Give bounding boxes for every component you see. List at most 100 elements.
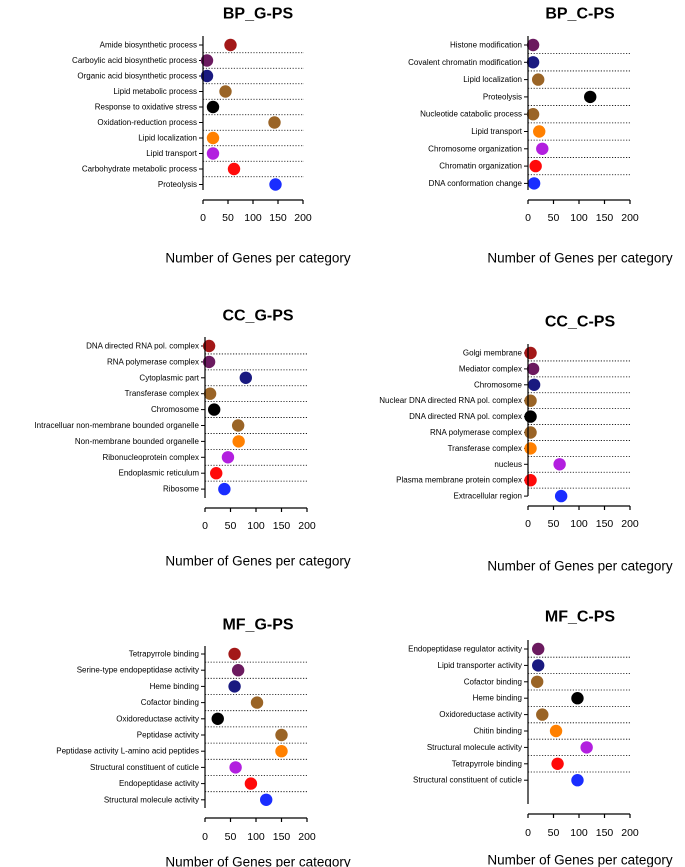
category-label: Chitin binding [474,727,522,736]
category-label: Proteolysis [158,180,197,189]
data-point [200,69,214,83]
data-point [268,116,281,129]
data-point [231,664,245,677]
x-tick-label: 150 [269,212,287,224]
x-tick-label: 50 [225,520,237,532]
chart-panel-3: CC_G-PS DNA directed RNA pol. complex RNA … [34,308,350,569]
category-label: Cofactor binding [464,677,522,686]
category-label: Endopeptidase activity [119,779,199,788]
category-label: Chromatin organization [439,162,522,171]
data-point [275,745,288,758]
category-label: Heme binding [150,682,199,691]
data-point [524,442,537,455]
x-tick-label: 50 [225,831,237,843]
data-point [221,451,235,464]
x-tick-label: 100 [570,212,588,224]
data-point [526,56,540,69]
category-label: Organic acid biosynthetic process [77,72,197,81]
data-point [218,482,231,496]
category-label: Nuclear DNA directed RNA pol. complex [379,396,522,405]
category-label: Histone modification [450,41,522,50]
data-point [527,378,541,391]
category-label: Nucleotide catabolic process [420,110,522,119]
data-point [229,761,242,774]
x-tick-label: 200 [294,212,312,224]
category-label: Cytoplasmic part [139,373,199,382]
data-point [584,90,597,104]
category-label: Endopeptidase regulator activity [408,645,522,654]
x-tick-label: 150 [596,212,614,224]
category-label: nucleus [494,460,522,469]
category-label: Lipid transport [146,149,197,158]
category-label: Transferase complex [448,444,522,453]
category-label: Peptidase activity L-amino acid peptides [56,747,199,756]
data-point [232,435,245,448]
x-axis-label: Number of Genes per category [165,554,351,569]
category-label: Oxidoreductase activity [439,710,522,719]
category-label: Intracelluar non-membrane bounded organe… [34,421,199,430]
data-point [260,793,273,806]
data-point [200,54,214,67]
chart-title: MF_C-PS [545,609,616,626]
category-label: Tetrapyrrole binding [129,650,199,659]
category-label: Structural constituent of cuticle [90,763,199,772]
data-point [532,73,545,86]
category-label: Extracellular region [454,492,522,501]
category-label: Proteolysis [483,92,522,101]
category-label: Tetrapyrrole binding [452,759,522,768]
category-label: Chromosome [151,405,200,414]
x-tick-label: 50 [548,827,560,839]
data-point [228,680,241,693]
x-tick-label: 50 [548,518,560,530]
x-tick-label: 100 [570,827,588,839]
category-label: Lipid localization [138,134,197,143]
data-point [275,728,288,742]
data-point [533,125,546,138]
category-label: Peptidase activity [137,731,199,740]
x-tick-label: 100 [570,518,588,530]
category-label: Ribosome [163,485,200,494]
category-label: Mediator complex [459,364,522,373]
x-tick-label: 0 [525,212,531,224]
chart-panel-6: MF_C-PS Endopeptidase regulator activity L… [408,609,673,867]
category-label: Carboylic acid biosynthetic process [72,56,197,65]
x-tick-label: 100 [247,831,265,843]
data-point [250,696,264,709]
data-point [536,708,549,721]
category-label: RNA polymerase complex [107,357,199,366]
data-point [529,159,542,173]
x-tick-label: 100 [244,212,262,224]
data-point [206,147,220,160]
x-axis-label: Number of Genes per category [165,855,351,867]
x-tick-label: 50 [222,212,234,224]
x-tick-label: 200 [621,212,639,224]
data-point [228,647,241,661]
x-tick-label: 100 [247,520,265,532]
data-point [527,177,541,190]
chart-title: MF_G-PS [222,617,293,634]
category-label: Oxidoreductase activity [116,714,199,723]
x-tick-label: 0 [525,827,531,839]
data-point [231,419,245,432]
chart-panel-1: BP_G-PS Amide biosynthetic process Carboyl… [72,6,351,266]
data-point [524,474,537,487]
category-label: Chromosome organization [428,144,522,153]
data-point [551,757,564,770]
data-point [203,387,217,400]
data-point [202,339,216,353]
x-tick-label: 200 [298,520,316,532]
data-point [202,355,216,369]
x-tick-label: 150 [596,518,614,530]
category-label: Heme binding [473,694,522,703]
chart-panel-5: MF_G-PS Tetrapyrrole binding Serine-type e… [56,617,351,867]
category-label: Lipid metabolic process [113,87,197,96]
data-point [549,724,563,738]
x-tick-label: 150 [596,827,614,839]
data-point [530,675,544,688]
category-label: Structural molecule activity [427,743,522,752]
category-label: Carbohydrate metabolic process [82,165,197,174]
chart-title: CC_G-PS [222,308,293,325]
data-point [536,142,549,155]
data-point [244,777,258,790]
category-label: Non-membrane bounded organelle [75,437,200,446]
